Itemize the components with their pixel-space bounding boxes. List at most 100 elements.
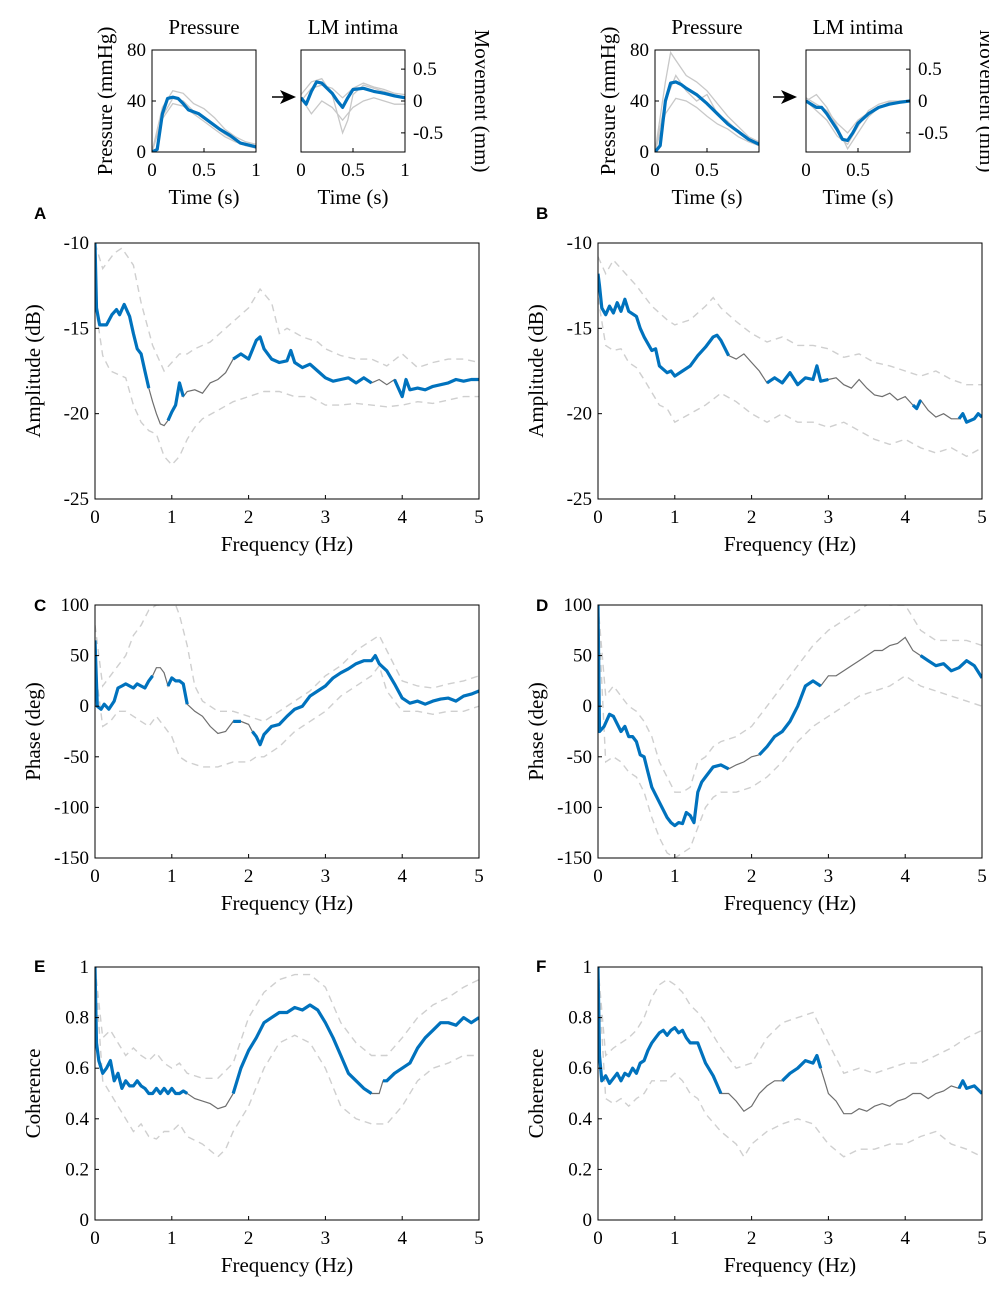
x-axis-label: Frequency (Hz)	[221, 1253, 353, 1277]
mean-line-significant-1	[598, 273, 731, 378]
x-tick-label: 0	[650, 160, 660, 181]
plot-area	[655, 50, 759, 152]
x-tick-label: 4	[397, 866, 407, 887]
individual-trace-3	[655, 97, 759, 152]
y-tick-label: 0	[137, 142, 147, 163]
individual-trace-1	[152, 90, 256, 152]
y-tick-label: 100	[61, 595, 90, 616]
x-tick-label: 0	[90, 866, 100, 887]
lower-bound-line	[598, 297, 982, 458]
plot-area	[598, 256, 982, 458]
y-tick-label: -50	[567, 747, 592, 768]
y-tick-label: -10	[64, 233, 89, 254]
x-tick-label: 4	[397, 1228, 407, 1249]
lower-bound-line	[95, 302, 479, 466]
y-tick-label: -20	[567, 404, 592, 425]
x-tick-label: 3	[824, 866, 834, 887]
y-tick-label: 0.5	[413, 59, 437, 80]
x-tick-label: 1	[167, 866, 177, 887]
y-tick-label: 0.2	[65, 1159, 89, 1180]
y-tick-label: 1	[583, 957, 593, 978]
y-tick-label: 0	[583, 696, 593, 717]
mean-line-significant-2	[166, 381, 185, 422]
x-tick-label: 1	[670, 1228, 680, 1249]
x-tick-label: 0	[801, 160, 811, 181]
mean-line-significant-2	[781, 1053, 823, 1082]
x-tick-label: 0	[593, 1228, 603, 1249]
y-tick-label: -25	[567, 489, 592, 510]
mean-trace	[655, 80, 759, 152]
mean-line-significant-1	[598, 967, 723, 1095]
y-tick-label: -0.5	[918, 123, 948, 144]
x-tick-label: 0	[593, 507, 603, 528]
x-axis-label: Time (s)	[169, 185, 240, 209]
mean-line-nonsignificant	[95, 640, 479, 747]
y-tick-label: -10	[567, 233, 592, 254]
panel-label-f: F	[536, 957, 546, 976]
x-tick-label: 2	[244, 507, 254, 528]
y-tick-label: -100	[557, 797, 592, 818]
panel-label-e: E	[34, 957, 45, 976]
y-axis-label: Pressure (mmHg)	[93, 27, 117, 176]
upper-bound-line	[598, 256, 982, 386]
y-tick-label: 0.6	[568, 1058, 592, 1079]
panel-label-a: A	[34, 204, 46, 223]
plot-area	[95, 243, 479, 466]
mean-line-nonsignificant	[95, 967, 479, 1110]
x-tick-label: 3	[321, 1228, 331, 1249]
mean-line-significant-3	[911, 399, 923, 411]
mean-line-significant-1	[598, 605, 730, 828]
panel-f: 0 1 2 3 4 5 1 0.8 0.6 0.4 0.2 0 Frequency (Hz) Cohere…	[524, 957, 987, 1277]
y-axis-label: Phase (deg)	[21, 682, 45, 781]
y-tick-label: 80	[127, 40, 146, 61]
y-axis-label: Movement (mm)	[975, 30, 989, 173]
y-tick-label: -25	[64, 489, 89, 510]
upper-bound-line	[95, 967, 479, 1080]
x-tick-label: 4	[900, 507, 910, 528]
y-tick-label: 0.6	[65, 1058, 89, 1079]
panel-title: Pressure	[168, 15, 239, 39]
y-tick-label: 40	[630, 91, 649, 112]
y-tick-label: -50	[64, 747, 89, 768]
panel-inset-a-pressure: 0 0.5 1 0 40 80 Pressure Time (s) Pressure (mmHg…	[93, 15, 261, 209]
lower-bound-line	[95, 967, 479, 1158]
plot-area	[806, 93, 910, 151]
x-axis-label: Time (s)	[672, 185, 743, 209]
y-tick-label: -20	[64, 404, 89, 425]
panel-title: LM intima	[308, 15, 399, 39]
mean-line-significant-3	[232, 335, 373, 385]
y-axis-label: Coherence	[21, 1049, 45, 1139]
y-tick-label: -150	[54, 848, 89, 869]
y-tick-label: -150	[557, 848, 592, 869]
x-tick-label: 2	[244, 866, 254, 887]
x-tick-label: 0.5	[341, 160, 365, 181]
plot-area	[598, 605, 982, 858]
x-tick-label: 1	[167, 1228, 177, 1249]
x-tick-label: 5	[977, 866, 987, 887]
panel-title: Pressure	[671, 15, 742, 39]
x-tick-label: 5	[474, 1228, 484, 1249]
mean-line-significant-2	[231, 1003, 373, 1095]
x-tick-label: 0	[90, 507, 100, 528]
y-tick-label: -100	[54, 797, 89, 818]
y-axis-label: Movement (mm)	[470, 30, 494, 173]
x-tick-label: 3	[824, 1228, 834, 1249]
x-tick-label: 4	[397, 507, 407, 528]
x-tick-label: 0	[296, 160, 306, 181]
panel-b: 0 1 2 3 4 5 -10 -15 -20 -25 Frequency (Hz) Amplitud…	[524, 233, 987, 556]
y-axis-label: Amplitude (dB)	[524, 304, 548, 438]
y-tick-label: 0	[918, 91, 928, 112]
y-axis-label: Coherence	[524, 1049, 548, 1139]
mean-line-significant-4	[957, 412, 982, 424]
plot-area	[95, 967, 479, 1158]
mean-line-nonsignificant	[95, 243, 479, 427]
upper-bound-line	[598, 967, 982, 1075]
y-tick-label: 1	[80, 957, 90, 978]
y-tick-label: 0	[640, 142, 650, 163]
x-tick-label: 3	[321, 507, 331, 528]
x-tick-label: 0	[147, 160, 157, 181]
x-tick-label: 5	[977, 1228, 987, 1249]
x-tick-label: 3	[824, 507, 834, 528]
y-tick-label: 0	[80, 696, 90, 717]
